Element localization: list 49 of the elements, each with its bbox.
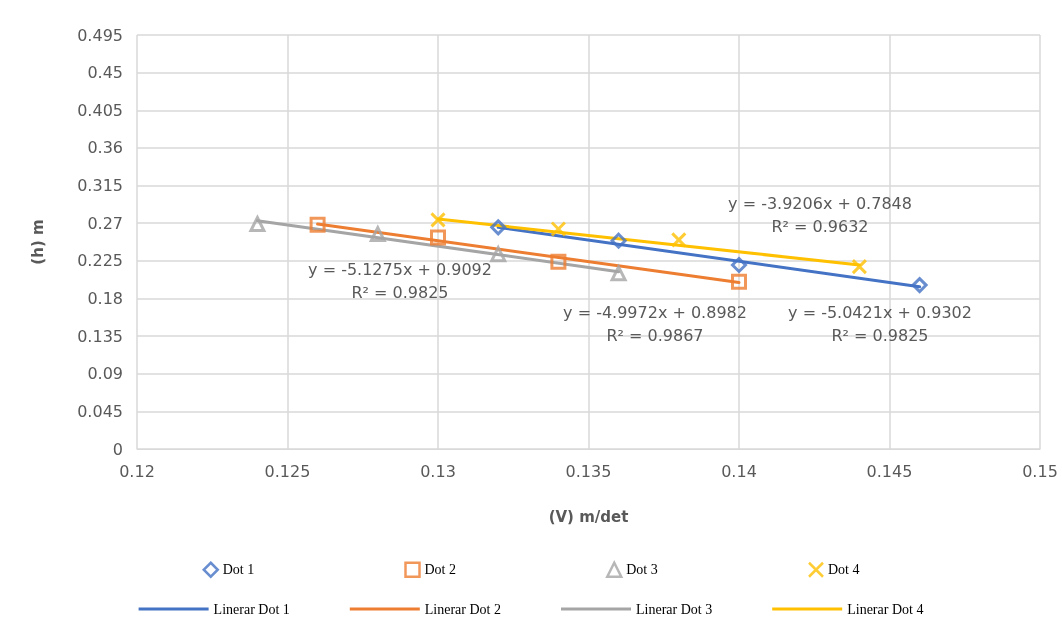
- y-axis-title: (h) m: [28, 219, 47, 265]
- point: [490, 219, 507, 236]
- point: [610, 232, 627, 249]
- y-tick-label: 0.045: [77, 401, 123, 421]
- x-tick-label: 0.14: [721, 461, 757, 481]
- legend-label: Linerar Dot 1: [213, 601, 290, 617]
- legend-label: Linerar Dot 4: [847, 601, 924, 617]
- annotation: y = -3.9206x + 0.7848 R² = 0.9632: [728, 194, 912, 236]
- annotation: y = -5.1275x + 0.9092 R² = 0.9825: [308, 260, 492, 302]
- y-tick-label: 0.405: [77, 100, 123, 120]
- point: [430, 229, 446, 246]
- legend-label: Dot 3: [626, 562, 658, 578]
- point: [249, 216, 266, 233]
- legend-label: Dot 4: [828, 562, 860, 578]
- point: [670, 231, 687, 248]
- y-tick-label: 0: [112, 439, 123, 459]
- legend-label: Linerar Dot 3: [636, 601, 713, 617]
- annotation: y = -4.9972x + 0.8982 R² = 0.9867: [563, 303, 747, 345]
- y-tick-label: 0.27: [87, 213, 123, 233]
- legend-label: Dot 1: [222, 562, 255, 578]
- y-tick-label: 0.45: [87, 63, 123, 83]
- y-tick-label: 0.09: [87, 364, 123, 384]
- point: [309, 216, 326, 233]
- point: [550, 253, 567, 270]
- y-tick-label: 0.315: [77, 176, 123, 196]
- x-tick-label: 0.125: [264, 461, 311, 481]
- point: [490, 246, 507, 263]
- point: [851, 258, 868, 275]
- y-tick-label: 0.18: [87, 288, 123, 308]
- x-tick-label: 0.13: [420, 461, 456, 481]
- point: [731, 273, 747, 290]
- y-tick-label: 0.36: [87, 138, 123, 158]
- x-tick-label: 0.135: [565, 461, 612, 481]
- y-tick-label: 0.225: [77, 251, 123, 271]
- legend-label: Dot 2: [424, 562, 456, 578]
- x-axis-title: (V) m/det: [548, 507, 629, 526]
- point: [731, 257, 747, 273]
- x-tick-label: 0.12: [119, 461, 155, 481]
- point: [550, 221, 567, 238]
- point: [430, 211, 446, 228]
- point: [911, 277, 928, 294]
- y-tick-label: 0.135: [77, 326, 123, 346]
- x-tick-label: 0.15: [1022, 461, 1058, 481]
- point: [610, 265, 627, 282]
- annotation: y = -5.0421x + 0.9302 R² = 0.9825: [788, 303, 972, 345]
- legend-label: Linerar Dot 2: [424, 601, 502, 617]
- point: [369, 226, 386, 243]
- y-tick-label: 0.495: [77, 25, 123, 45]
- x-tick-label: 0.145: [866, 461, 913, 481]
